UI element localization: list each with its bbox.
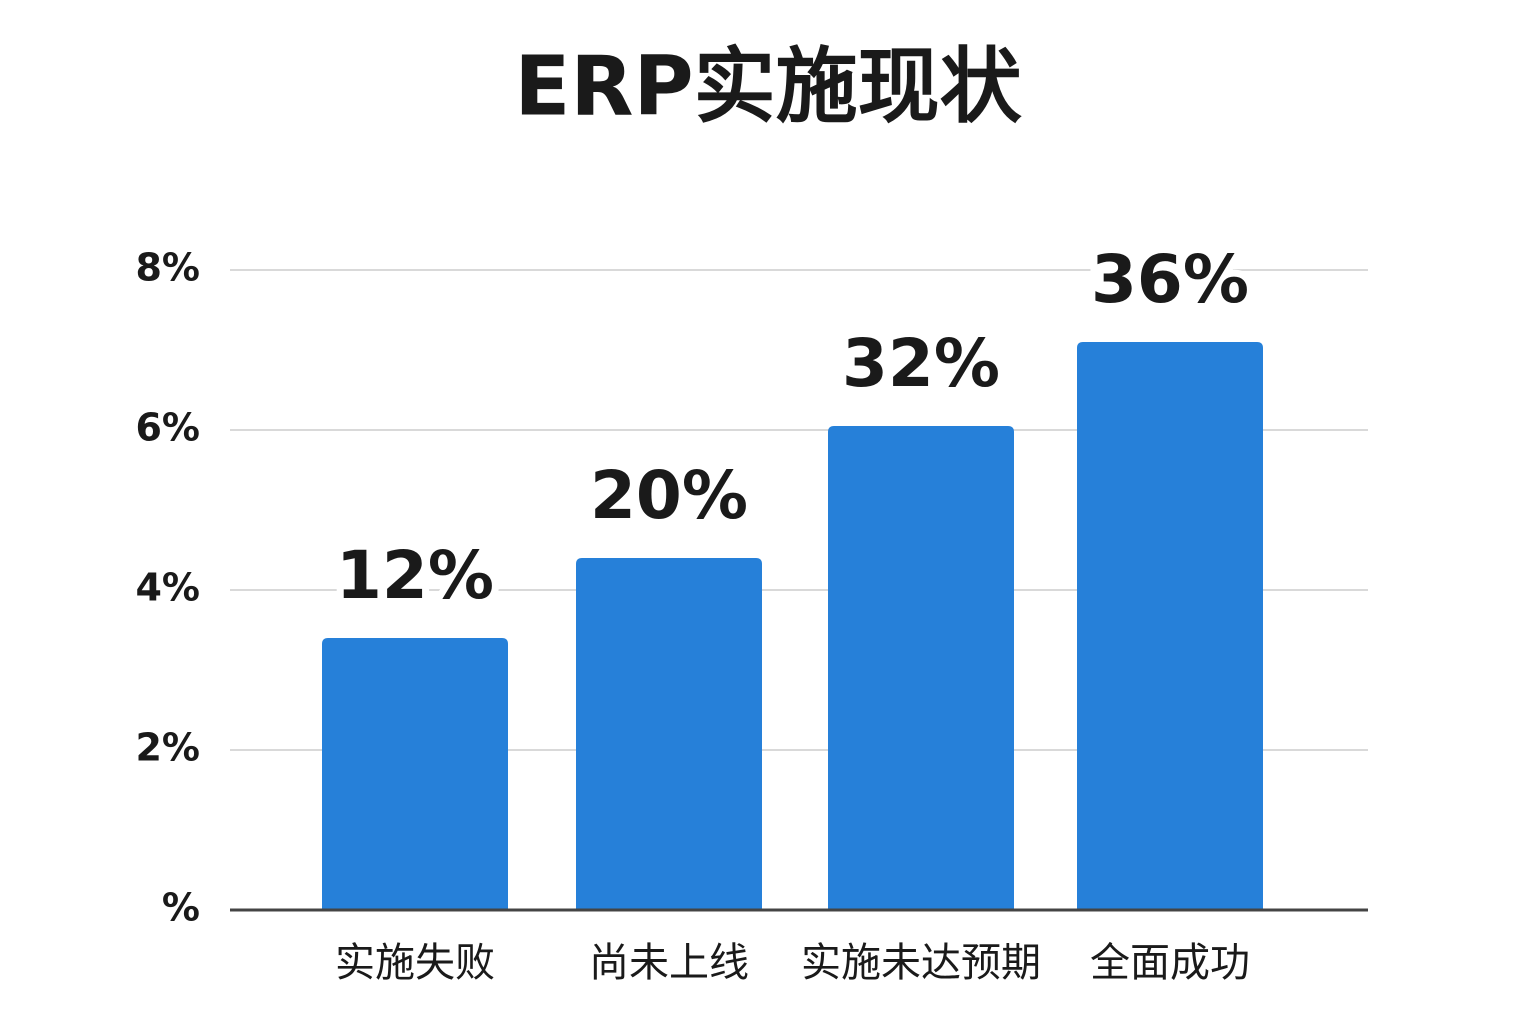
bar [322, 638, 508, 910]
data-label: 12% [336, 537, 494, 614]
data-label: 20% [590, 457, 748, 534]
bar [828, 426, 1014, 910]
x-tick-label: 尚未上线 [589, 940, 749, 986]
y-tick-label: 8% [135, 246, 200, 290]
x-tick-label: 实施未达预期 [801, 940, 1041, 986]
y-tick-label: 6% [135, 406, 200, 450]
data-label: 32% [842, 325, 1000, 402]
data-label: 36% [1091, 241, 1249, 318]
x-tick-label: 全面成功 [1090, 940, 1250, 986]
bar [576, 558, 762, 910]
bar [1077, 342, 1263, 910]
chart-title: ERP实施现状 [514, 39, 1022, 134]
y-tick-label: 2% [135, 726, 200, 770]
x-tick-label: 实施失败 [335, 940, 495, 986]
y-tick-label: % [162, 886, 200, 930]
y-tick-label: 4% [135, 566, 200, 610]
